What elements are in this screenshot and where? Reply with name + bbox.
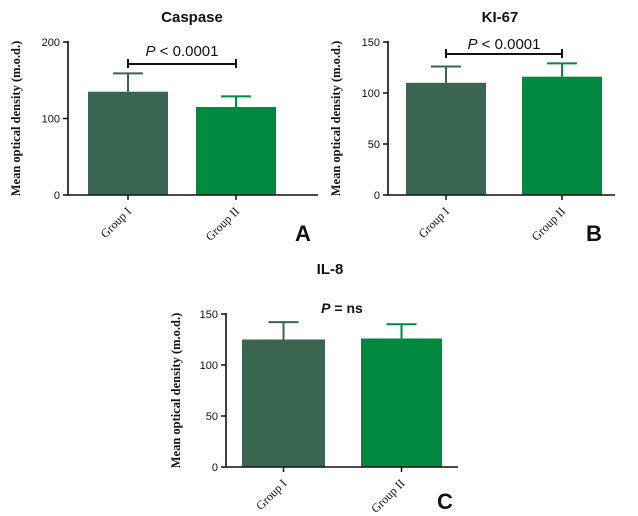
chart-panel-b: KI-67 Mean optical density (m.o.d.) Group … [329, 9, 615, 246]
bar-1 [406, 82, 486, 195]
panel-label: B [586, 221, 602, 246]
bar-1 [88, 91, 168, 195]
y-tick-label-2: 100 [200, 360, 218, 372]
p-value-text: < 0.0001 [156, 43, 219, 60]
chart-panel-a: Caspase Mean optical density (m.o.d.) Grou… [9, 9, 318, 246]
bar-2 [196, 107, 276, 195]
p-value-prefix: P [321, 300, 331, 316]
x-tick-label-1: Group I [253, 476, 290, 513]
x-tick-label-2: Group II [368, 476, 407, 515]
y-tick-label-0: 0 [212, 462, 218, 474]
y-tick-label-2: 100 [362, 88, 380, 100]
chart-title: IL-8 [317, 261, 344, 278]
chart-title: Caspase [161, 9, 223, 26]
chart-title: KI-67 [482, 9, 519, 26]
x-tick-label-2: Group II [203, 204, 242, 243]
y-tick-label-1: 50 [206, 411, 218, 423]
y-axis-label: Mean optical density (m.o.d.) [9, 41, 23, 197]
panel-label: C [437, 489, 453, 514]
x-tick-label-2: Group II [529, 204, 568, 243]
y-tick-label-0: 0 [54, 190, 60, 202]
y-tick-label-0: 0 [374, 190, 380, 202]
p-value: P = ns [321, 300, 363, 316]
y-tick-label-1: 50 [368, 139, 380, 151]
y-tick-label-1: 100 [42, 114, 60, 126]
significance-bracket [127, 59, 237, 68]
p-value: P < 0.0001 [468, 36, 541, 53]
p-value-text: = ns [331, 300, 364, 316]
y-axis-label: Mean optical density (m.o.d.) [329, 41, 343, 197]
panel-label: A [295, 221, 311, 246]
x-tick-label-1: Group I [416, 204, 453, 241]
y-tick-label-3: 150 [362, 37, 380, 49]
p-value-prefix: P [468, 36, 478, 53]
y-tick-label-3: 150 [200, 309, 218, 321]
bar-2 [361, 338, 442, 467]
y-tick-label-2: 200 [42, 37, 60, 49]
chart-panel-c: IL-8 Mean optical density (m.o.d.) Group I… [169, 261, 458, 516]
x-tick-label-1: Group I [98, 204, 135, 241]
bar-1 [242, 339, 325, 467]
significance-bracket [445, 49, 563, 58]
p-value-prefix: P [146, 43, 156, 60]
p-value-text: < 0.0001 [478, 36, 541, 53]
p-value: P < 0.0001 [146, 43, 219, 60]
y-axis-label: Mean optical density (m.o.d.) [169, 313, 183, 469]
bar-2 [522, 76, 602, 195]
